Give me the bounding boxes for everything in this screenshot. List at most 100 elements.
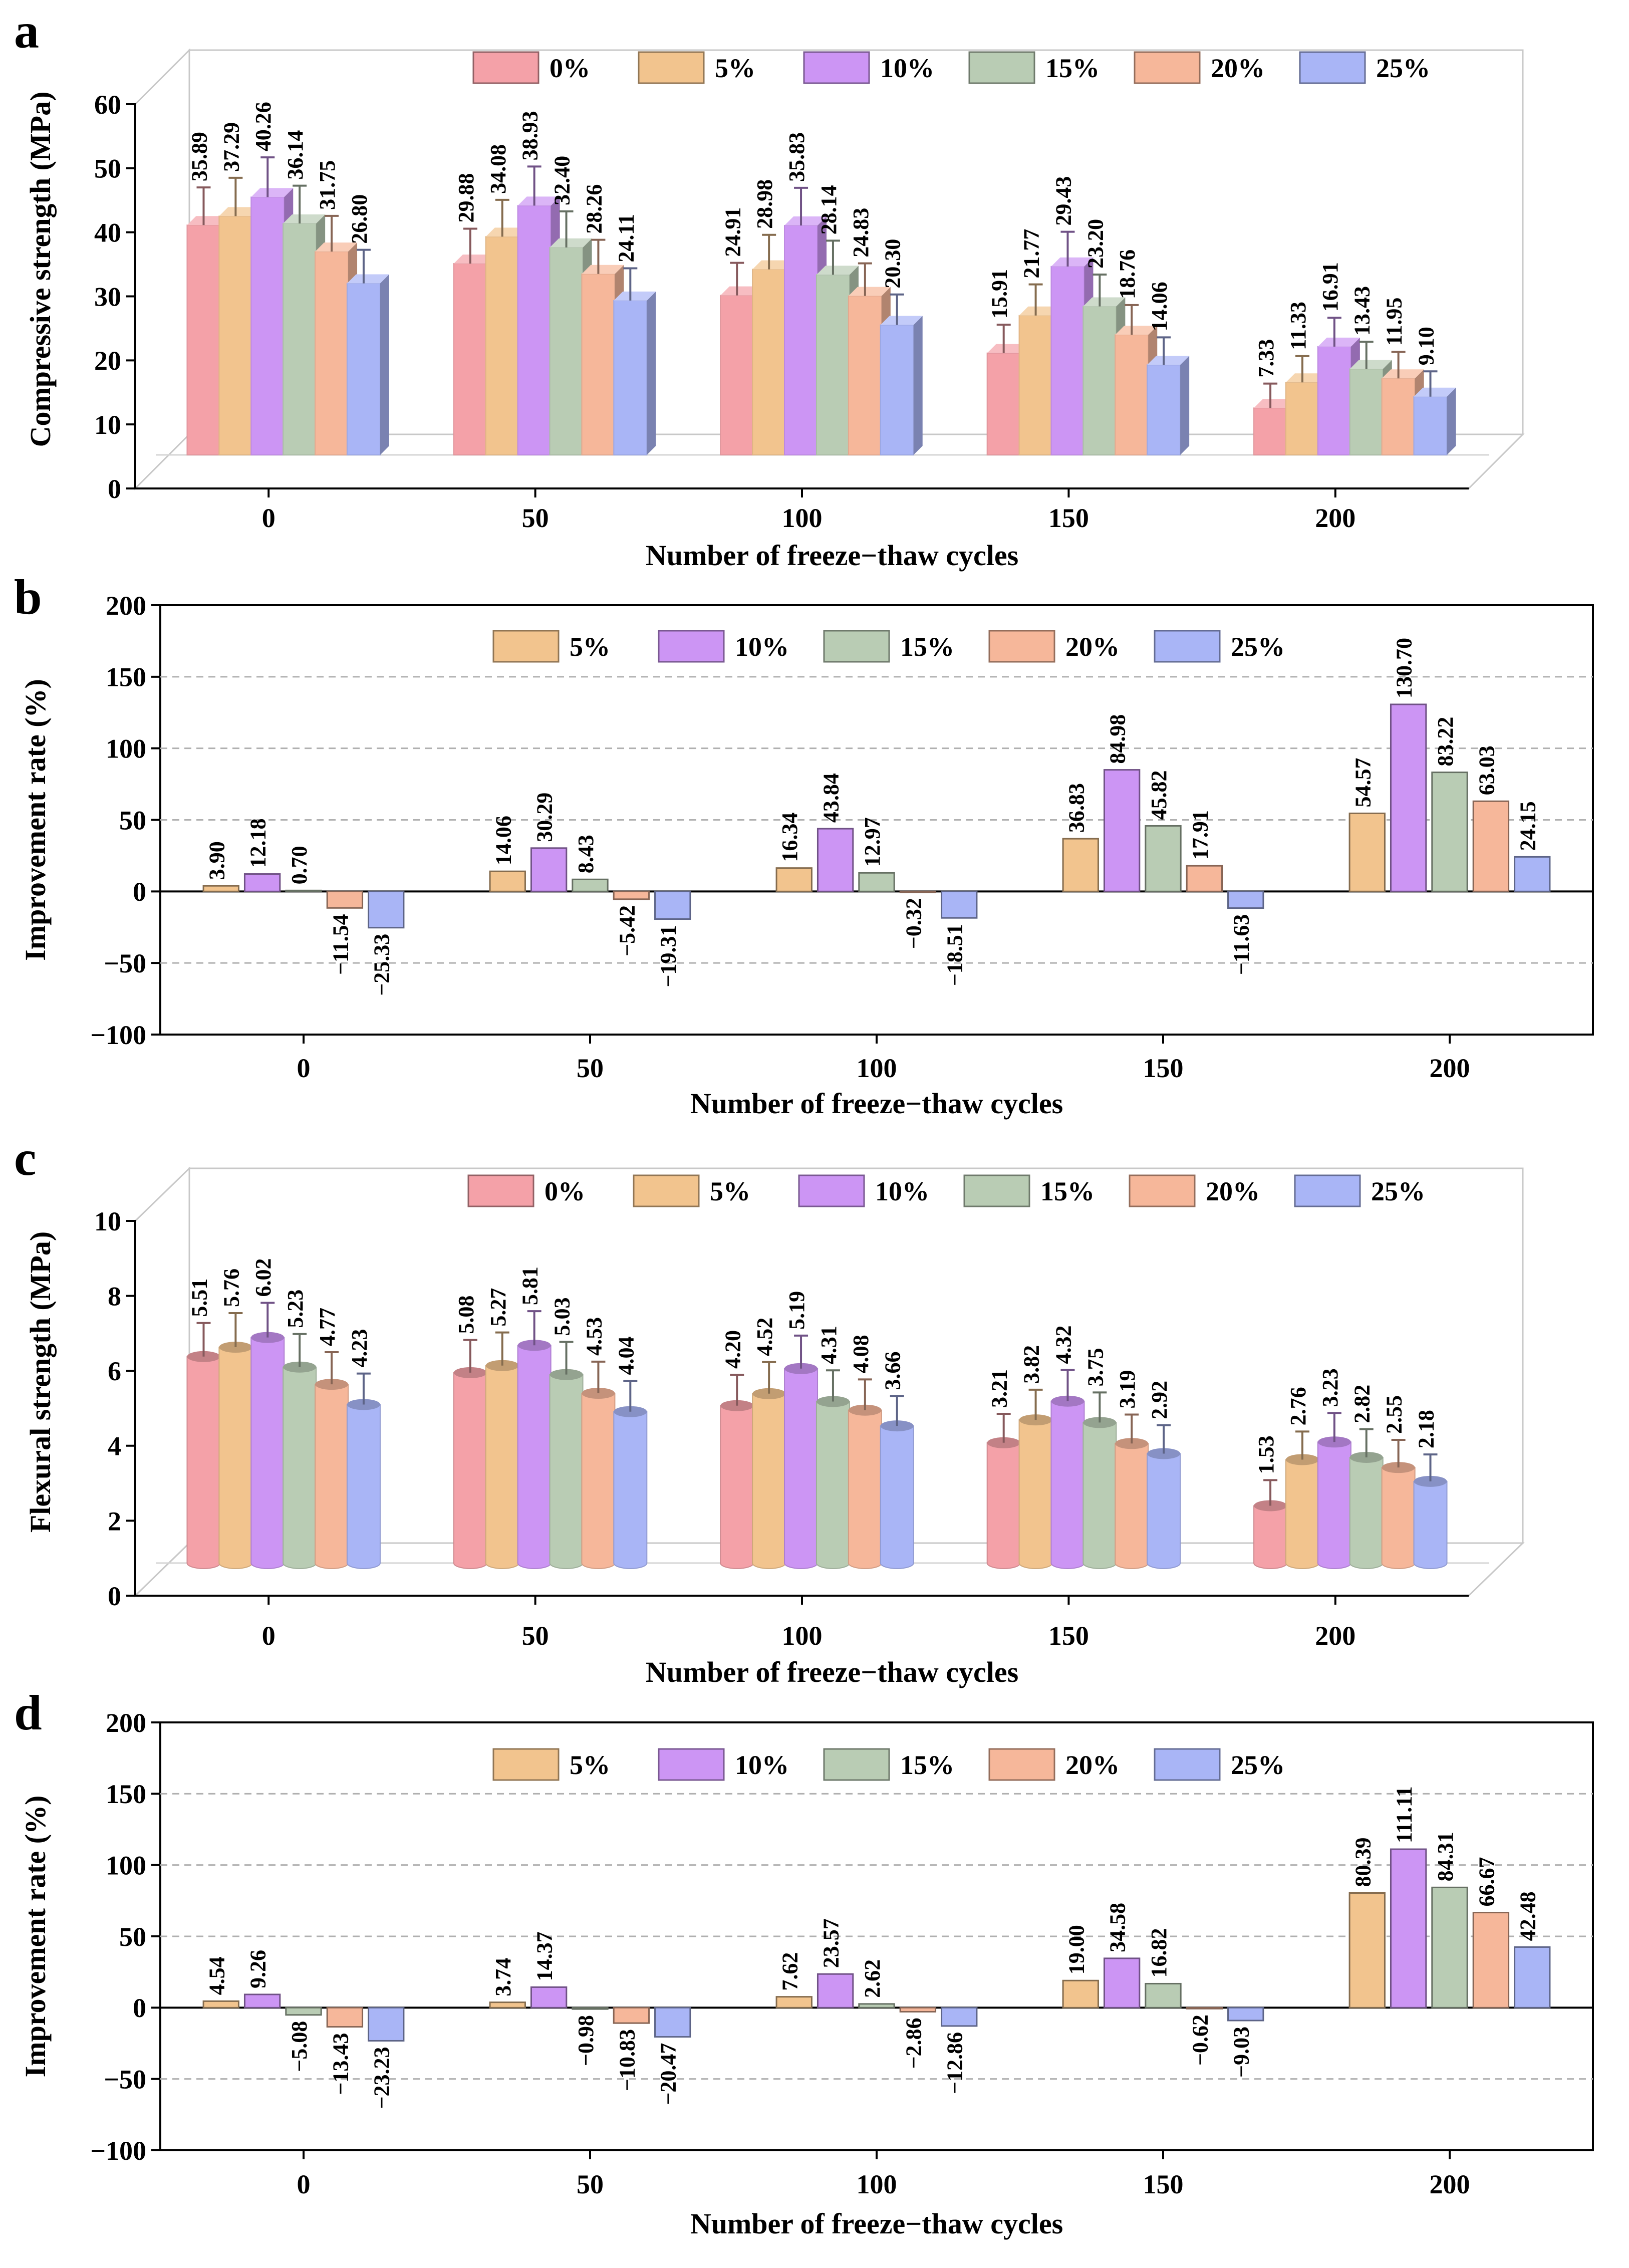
y-tick-label: 0	[108, 1581, 121, 1611]
bar-c-15pct-0-label: 5.23	[283, 1290, 308, 1328]
bar-a-25pct-150-top	[1147, 356, 1190, 365]
bar-d-20pct-200-label: 66.67	[1474, 1857, 1499, 1907]
x-tick-label: 0	[262, 503, 276, 533]
bar-d-5pct-0-label: 4.54	[204, 1956, 229, 1995]
bar-d-25pct-200-label: 42.48	[1516, 1891, 1540, 1941]
bar-c-20pct-100	[848, 1409, 882, 1569]
bar-a-0pct-200	[1253, 407, 1288, 456]
bar-c-15pct-100	[816, 1401, 850, 1569]
panel-label: a	[14, 3, 39, 59]
bar-b-10pct-50	[530, 847, 568, 892]
bar-c-0pct-50	[453, 1372, 487, 1569]
bar-d-20pct-50	[613, 2006, 650, 2024]
x-tick-label: 0	[297, 1053, 311, 1083]
bar-b-20pct-200-label: 63.03	[1474, 745, 1499, 795]
bar-d-10pct-100	[817, 1973, 854, 2008]
legend-swatch-25pct	[1294, 1174, 1361, 1207]
legend-swatch-10pct	[798, 1174, 865, 1207]
bar-a-0pct-100-label: 24.91	[720, 207, 745, 257]
y-tick-label: 100	[106, 734, 146, 764]
bar-c-5pct-0-label: 5.76	[219, 1269, 243, 1307]
bar-a-5pct-200-label: 11.33	[1286, 302, 1310, 350]
bar-a-15pct-150-label: 23.20	[1083, 219, 1108, 269]
bar-a-25pct-200-top	[1414, 387, 1456, 397]
bar-a-15pct-0	[283, 223, 317, 456]
bar-b-25pct-150-label: −11.63	[1229, 914, 1254, 975]
chart-panel-d: d −100 −50 0 50 100 150 200 Improvement rate (%)…	[14, 1685, 1594, 2240]
legend-swatch-20pct	[988, 1748, 1055, 1781]
bar-c-0pct-150	[986, 1442, 1021, 1569]
bar-b-20pct-100-label: −0.32	[901, 898, 926, 949]
bar-c-0pct-0	[186, 1356, 221, 1569]
bar-a-20pct-50-label: 28.26	[582, 184, 606, 234]
bar-b-5pct-200	[1348, 812, 1386, 892]
bar-b-15pct-50	[572, 878, 609, 892]
bar-b-25pct-0	[368, 890, 405, 929]
y-tick-label: 4	[108, 1431, 121, 1461]
y-tick-label: 100	[106, 1851, 146, 1881]
bar-b-15pct-0-label: 0.70	[287, 846, 312, 884]
bar-c-5pct-50	[485, 1365, 519, 1569]
bar-a-25pct-50	[613, 300, 648, 456]
bar-a-0pct-50-label: 29.88	[454, 173, 478, 222]
bar-b-10pct-50-label: 30.29	[532, 793, 557, 842]
bar-a-20pct-200	[1381, 378, 1416, 456]
bar-a-25pct-0	[346, 283, 381, 456]
y-axis-label: Flexural strength (MPa)	[24, 1231, 57, 1533]
bar-c-0pct-0-label: 5.51	[187, 1279, 211, 1317]
bar-d-5pct-100-label: 7.62	[777, 1952, 802, 1991]
legend-label-0pct: 0%	[550, 53, 590, 83]
bar-c-20pct-50-label: 4.53	[582, 1317, 606, 1356]
bar-a-10pct-150-label: 29.43	[1051, 176, 1075, 226]
bar-d-20pct-150-label: −0.62	[1188, 2014, 1212, 2066]
bar-c-25pct-200-label: 2.18	[1414, 1410, 1439, 1448]
y-tick-label: 200	[106, 1708, 146, 1738]
legend-label-0pct: 0%	[545, 1176, 585, 1206]
bar-c-20pct-200	[1381, 1467, 1416, 1569]
bar-a-0pct-200-label: 7.33	[1254, 339, 1278, 378]
x-tick-label: 100	[857, 2169, 897, 2199]
x-axis-label: Number of freeze−thaw cycles	[690, 2207, 1063, 2240]
legend-label-25pct: 25%	[1376, 53, 1430, 83]
bar-c-15pct-150	[1082, 1422, 1117, 1569]
bar-a-5pct-50	[485, 236, 519, 456]
bar-b-25pct-100-label: −18.51	[943, 924, 967, 986]
bar-a-25pct-0-top	[347, 274, 389, 284]
bar-a-20pct-100-label: 24.83	[849, 208, 873, 258]
bar-a-25pct-200-side	[1447, 387, 1456, 455]
bar-d-15pct-100-label: 2.62	[860, 1959, 885, 1998]
bar-b-5pct-0-label: 3.90	[204, 841, 229, 880]
bar-a-25pct-100	[880, 324, 914, 456]
legend-label-10pct: 10%	[735, 632, 789, 662]
y-axis-label: Improvement rate (%)	[19, 679, 52, 961]
legend-label-5pct: 5%	[715, 53, 755, 83]
bar-d-20pct-100-label: −2.86	[901, 2018, 926, 2069]
y-tick-label: 0	[133, 877, 146, 907]
bar-a-10pct-50-label: 38.93	[518, 111, 542, 160]
bar-b-5pct-100	[775, 867, 812, 892]
bar-d-10pct-200-label: 111.11	[1392, 1786, 1417, 1843]
y-tick-label: −100	[90, 1020, 146, 1050]
bar-b-10pct-0-label: 12.18	[246, 819, 270, 868]
side-wall	[134, 48, 190, 490]
bar-c-5pct-200-label: 2.76	[1286, 1387, 1310, 1425]
x-tick-label: 200	[1315, 503, 1355, 533]
bar-c-10pct-0	[250, 1337, 285, 1569]
bar-c-25pct-50	[613, 1411, 648, 1569]
legend-swatch-25pct	[1154, 630, 1221, 663]
bar-c-10pct-50	[517, 1345, 552, 1569]
x-tick-label: 100	[782, 503, 823, 533]
y-tick-label: 200	[106, 591, 146, 621]
legend-label-5pct: 5%	[710, 1176, 750, 1206]
bar-b-15pct-200	[1431, 772, 1468, 892]
bar-d-10pct-0-label: 9.26	[246, 1950, 270, 1988]
bar-c-25pct-0	[346, 1404, 381, 1569]
bar-a-25pct-50-side	[647, 291, 656, 455]
bar-c-25pct-200	[1413, 1480, 1448, 1569]
bar-a-25pct-150-side	[1180, 356, 1190, 455]
bar-a-15pct-200	[1349, 368, 1384, 456]
bar-a-10pct-100-top	[784, 216, 827, 226]
bar-a-0pct-50	[453, 263, 487, 456]
bar-d-15pct-150	[1145, 1982, 1182, 2008]
bar-a-15pct-100	[816, 274, 850, 456]
